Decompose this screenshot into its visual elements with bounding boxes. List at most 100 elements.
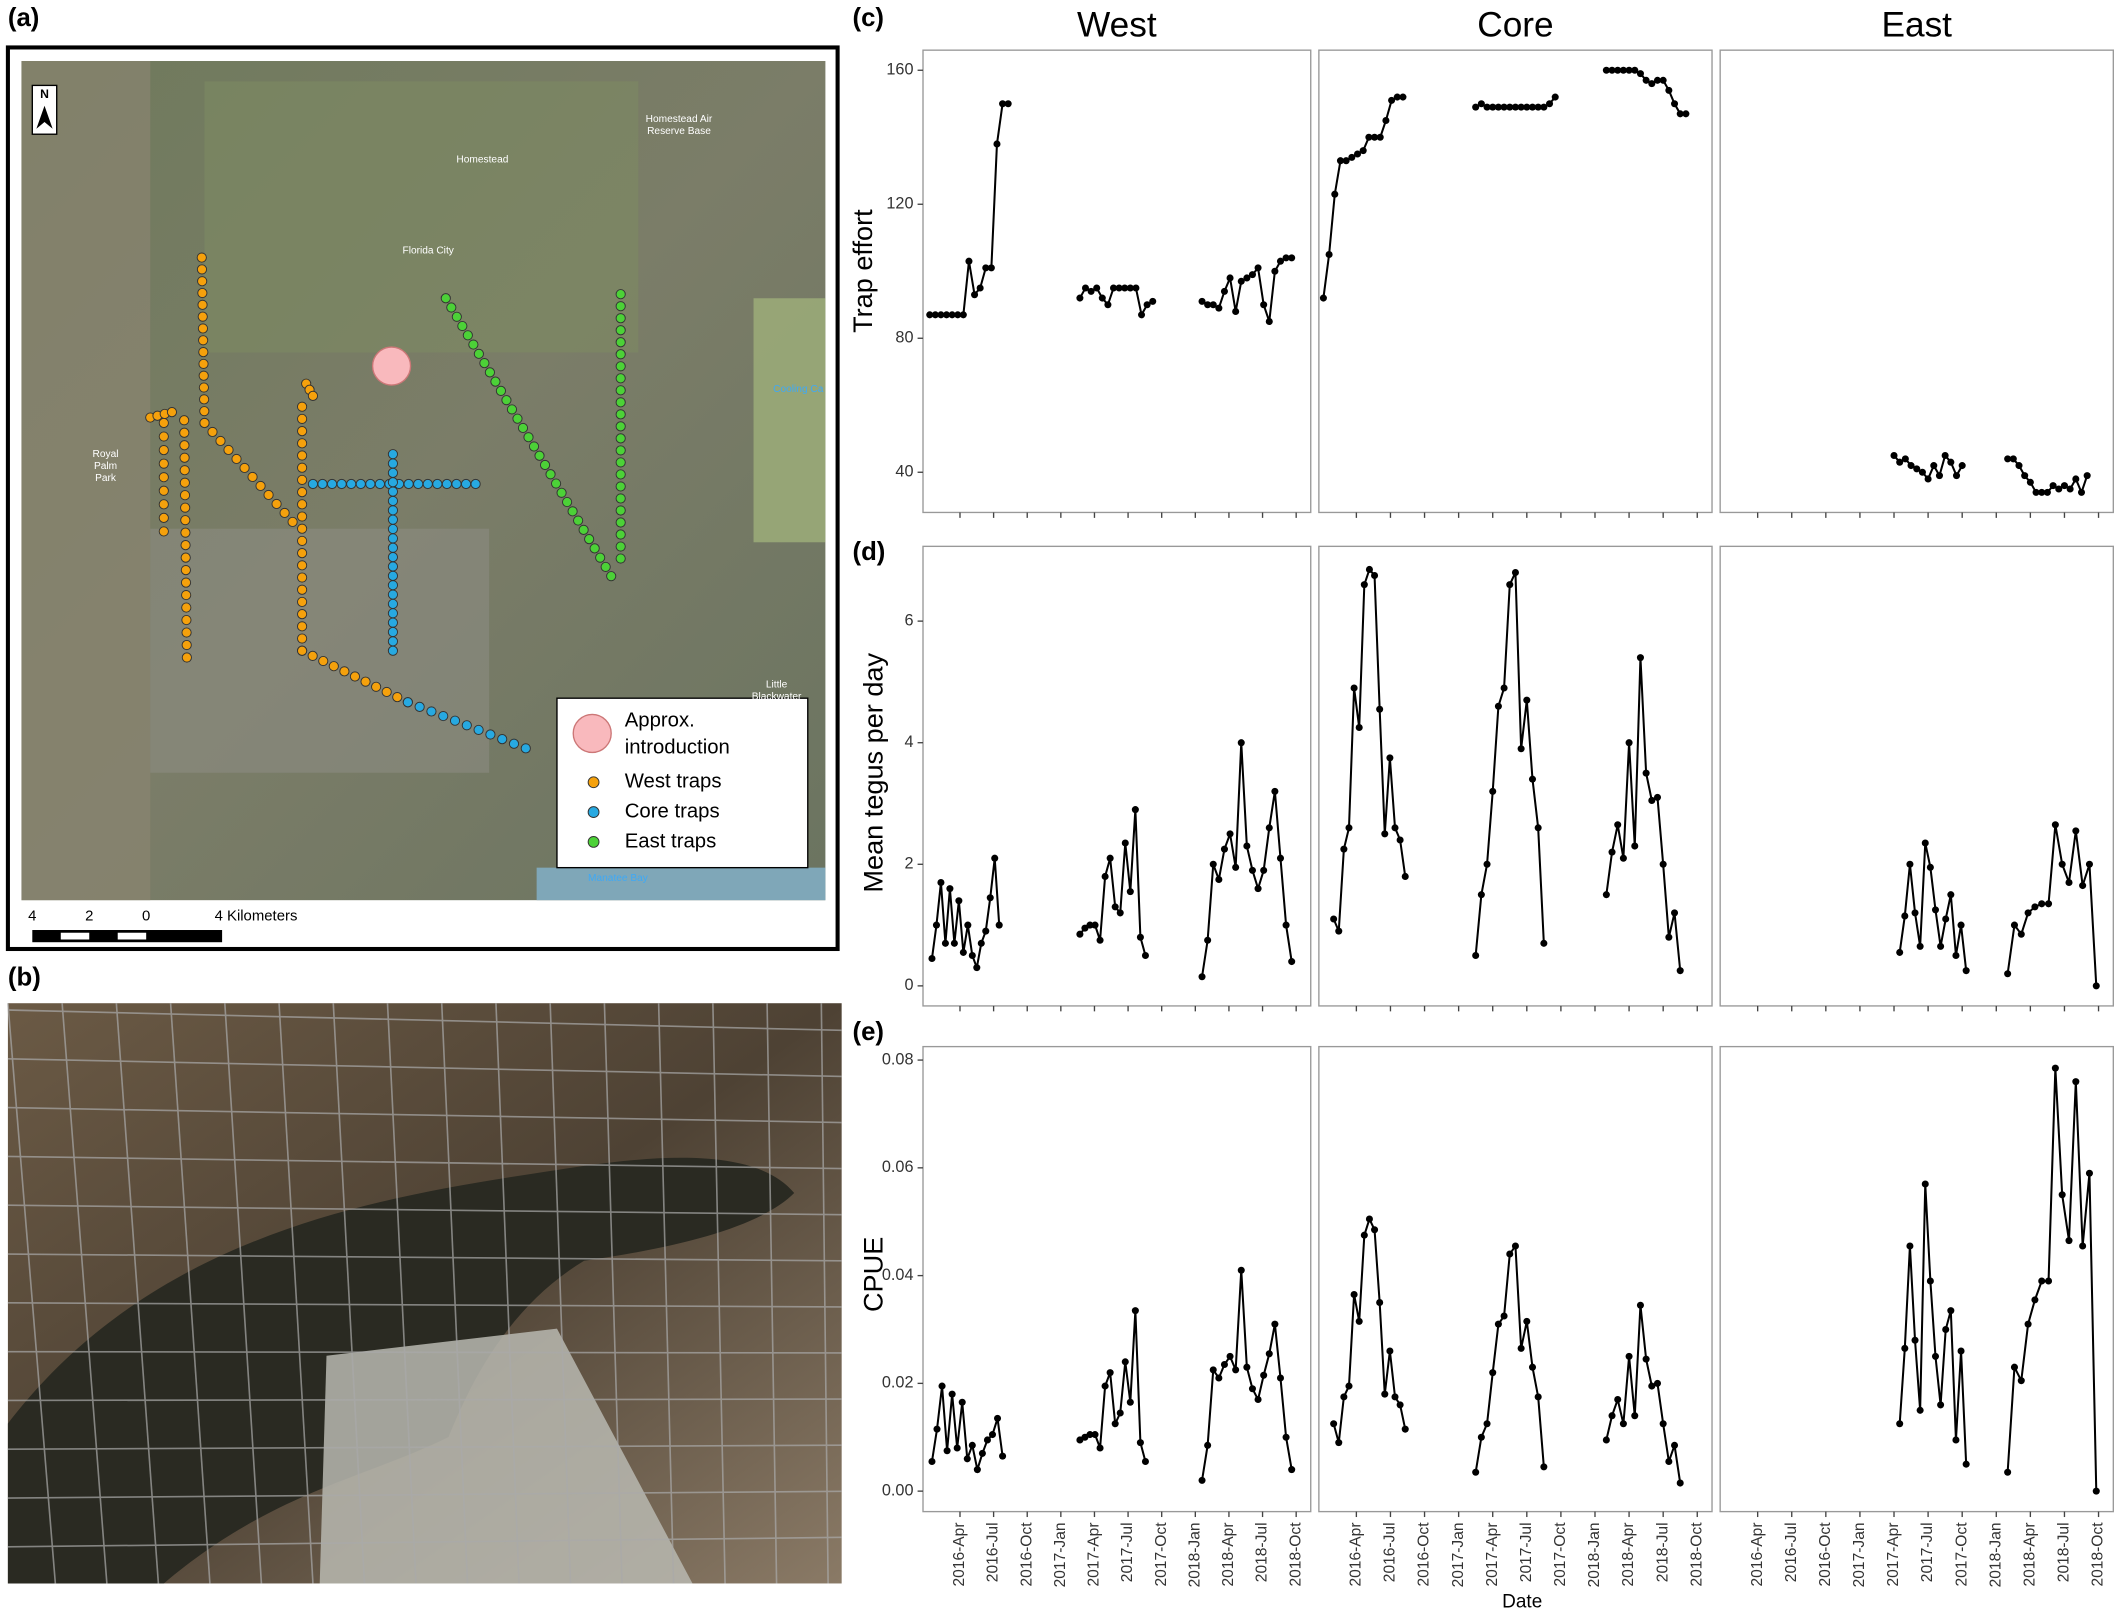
map-place: Blackwater <box>752 692 802 703</box>
trap <box>615 445 626 456</box>
trap <box>271 498 282 510</box>
data-point <box>1648 1382 1656 1390</box>
data-point <box>2045 1277 2053 1285</box>
cage-wire <box>169 1003 211 1584</box>
legend-label: Core traps <box>625 800 720 822</box>
data-point <box>2055 485 2063 493</box>
data-point <box>1551 93 1559 101</box>
trap <box>615 349 626 360</box>
trap <box>573 515 584 526</box>
data-point <box>1523 696 1531 704</box>
data-point <box>1220 287 1228 295</box>
cage-wire <box>7 1057 842 1078</box>
data-point <box>1636 654 1644 662</box>
trap <box>297 413 308 424</box>
data-point <box>2072 475 2080 483</box>
data-point <box>1528 103 1537 111</box>
scale-bar <box>117 932 147 940</box>
trap <box>387 514 399 525</box>
map-place: Palm <box>94 461 117 472</box>
x-tick-label: 2017-Apr <box>1885 1522 1902 1586</box>
trap <box>158 417 169 429</box>
trap <box>180 527 191 538</box>
data-point <box>1101 1382 1109 1390</box>
trap <box>615 397 626 408</box>
data-point <box>1087 287 1095 295</box>
trap <box>484 367 495 378</box>
trap <box>497 734 508 745</box>
data-point <box>1076 294 1084 302</box>
data-point <box>2060 482 2068 490</box>
cage-wire <box>61 1003 108 1584</box>
data-point <box>1226 830 1234 838</box>
x-tick-label: 2016-Jul <box>1783 1522 1800 1582</box>
trap <box>198 358 209 369</box>
trap <box>490 376 501 387</box>
data-point <box>2072 827 2080 835</box>
data-point <box>1254 885 1262 893</box>
trap <box>198 370 209 381</box>
trap <box>297 487 308 498</box>
data-point <box>941 939 949 947</box>
trap <box>615 373 626 384</box>
data-point <box>1226 274 1234 282</box>
data-point <box>1198 1476 1206 1484</box>
trap <box>158 458 169 469</box>
data-point <box>1608 848 1616 856</box>
panel-frame <box>922 545 1312 1007</box>
data-point <box>1952 1436 1960 1444</box>
cage-wire <box>7 1003 57 1584</box>
data-point <box>1659 860 1667 868</box>
cage-wire <box>440 1003 469 1584</box>
data-point <box>1941 451 1949 460</box>
data-point <box>1659 76 1667 84</box>
data-point <box>953 1444 961 1452</box>
data-point <box>1625 66 1633 74</box>
trap <box>297 584 308 595</box>
trap <box>461 720 472 731</box>
data-point <box>1348 153 1356 161</box>
trap <box>181 602 192 613</box>
data-point <box>1276 257 1285 265</box>
data-point <box>1209 860 1217 868</box>
x-tick-label: 2018-Apr <box>1620 1522 1637 1586</box>
data-point <box>1659 1420 1667 1428</box>
data-point <box>1198 297 1206 305</box>
data-point <box>1942 1325 1950 1334</box>
data-point <box>1232 307 1240 315</box>
data-point <box>1676 110 1684 118</box>
trap <box>181 639 192 651</box>
y-tick-label: 40 <box>895 463 913 481</box>
trap <box>584 534 595 545</box>
data-point <box>1086 921 1094 929</box>
data-point <box>1517 103 1525 111</box>
cage-wire <box>820 1003 829 1584</box>
trap <box>374 478 386 490</box>
trap <box>441 478 452 490</box>
data-point <box>2092 982 2100 990</box>
data-point <box>1076 930 1084 938</box>
data-point <box>2038 1277 2046 1285</box>
data-point <box>1477 891 1485 899</box>
trap <box>473 724 484 735</box>
x-tick-label: 2018-Jul <box>1654 1522 1671 1582</box>
trap <box>297 426 308 437</box>
data-point <box>1232 1366 1240 1374</box>
data-point <box>2058 1191 2066 1199</box>
legend-swatch <box>587 776 600 789</box>
data-point <box>1271 267 1279 275</box>
trap <box>479 358 490 369</box>
data-point <box>1472 1468 1480 1476</box>
data-point <box>1365 133 1373 141</box>
trap <box>360 676 371 687</box>
data-point <box>1500 684 1508 692</box>
trap <box>615 469 626 480</box>
map-place: Royal <box>93 449 119 460</box>
data-point <box>1682 110 1690 118</box>
data-point <box>2031 903 2039 911</box>
data-point <box>1528 775 1537 783</box>
trap <box>545 469 556 480</box>
data-point <box>1091 1431 1099 1439</box>
data-point <box>2066 485 2074 493</box>
panel-frame <box>1719 49 2114 514</box>
